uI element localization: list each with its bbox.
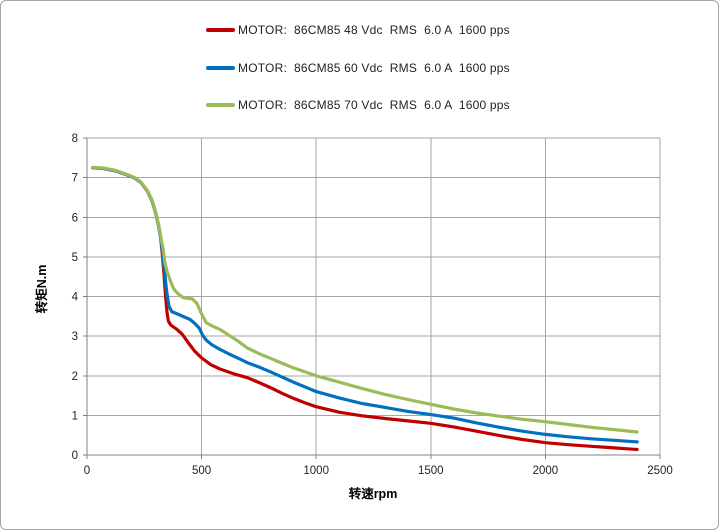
legend-label-70vdc: MOTOR: 86CM85 70 Vdc RMS 6.0 A 1600 pps (238, 98, 510, 112)
x-tick-label-2500: 2500 (647, 465, 673, 477)
legend-item-48vdc: MOTOR: 86CM85 48 Vdc RMS 6.0 A 1600 pps (206, 23, 510, 37)
legend-line-swatch-blue (206, 66, 235, 70)
series-curve-60vdc (91, 166, 639, 444)
legend-item-70vdc: MOTOR: 86CM85 70 Vdc RMS 6.0 A 1600 pps (206, 98, 510, 112)
x-tick-label-2000: 2000 (533, 465, 559, 477)
y-tick-label-0: 0 (72, 450, 78, 462)
y-tick-label-7: 7 (72, 173, 78, 185)
y-tick-label-8: 8 (72, 133, 78, 145)
y-tick-label-6: 6 (72, 212, 78, 224)
legend-item-60vdc: MOTOR: 86CM85 60 Vdc RMS 6.0 A 1600 pps (206, 61, 510, 75)
legend-label-60vdc: MOTOR: 86CM85 60 Vdc RMS 6.0 A 1600 pps (238, 61, 510, 75)
x-axis-title: 转速rpm (348, 487, 398, 501)
x-tick-label-1500: 1500 (418, 465, 444, 477)
y-axis-title: 转矩N.m (35, 264, 49, 314)
x-tick-label-1000: 1000 (303, 465, 329, 477)
series-curve-48vdc (91, 166, 639, 452)
y-tick-label-1: 1 (72, 410, 78, 422)
series-curve-70vdc (91, 165, 639, 434)
y-tick-label-5: 5 (72, 252, 78, 264)
legend-line-swatch-red (206, 28, 235, 32)
legend-label-48vdc: MOTOR: 86CM85 48 Vdc RMS 6.0 A 1600 pps (238, 23, 510, 37)
y-tick-label-2: 2 (72, 371, 78, 383)
x-tick-label-0: 0 (84, 465, 90, 477)
legend-line-swatch-green (206, 103, 235, 107)
y-tick-label-3: 3 (72, 331, 78, 343)
x-tick-label-500: 500 (192, 465, 211, 477)
y-tick-label-4: 4 (72, 292, 79, 304)
